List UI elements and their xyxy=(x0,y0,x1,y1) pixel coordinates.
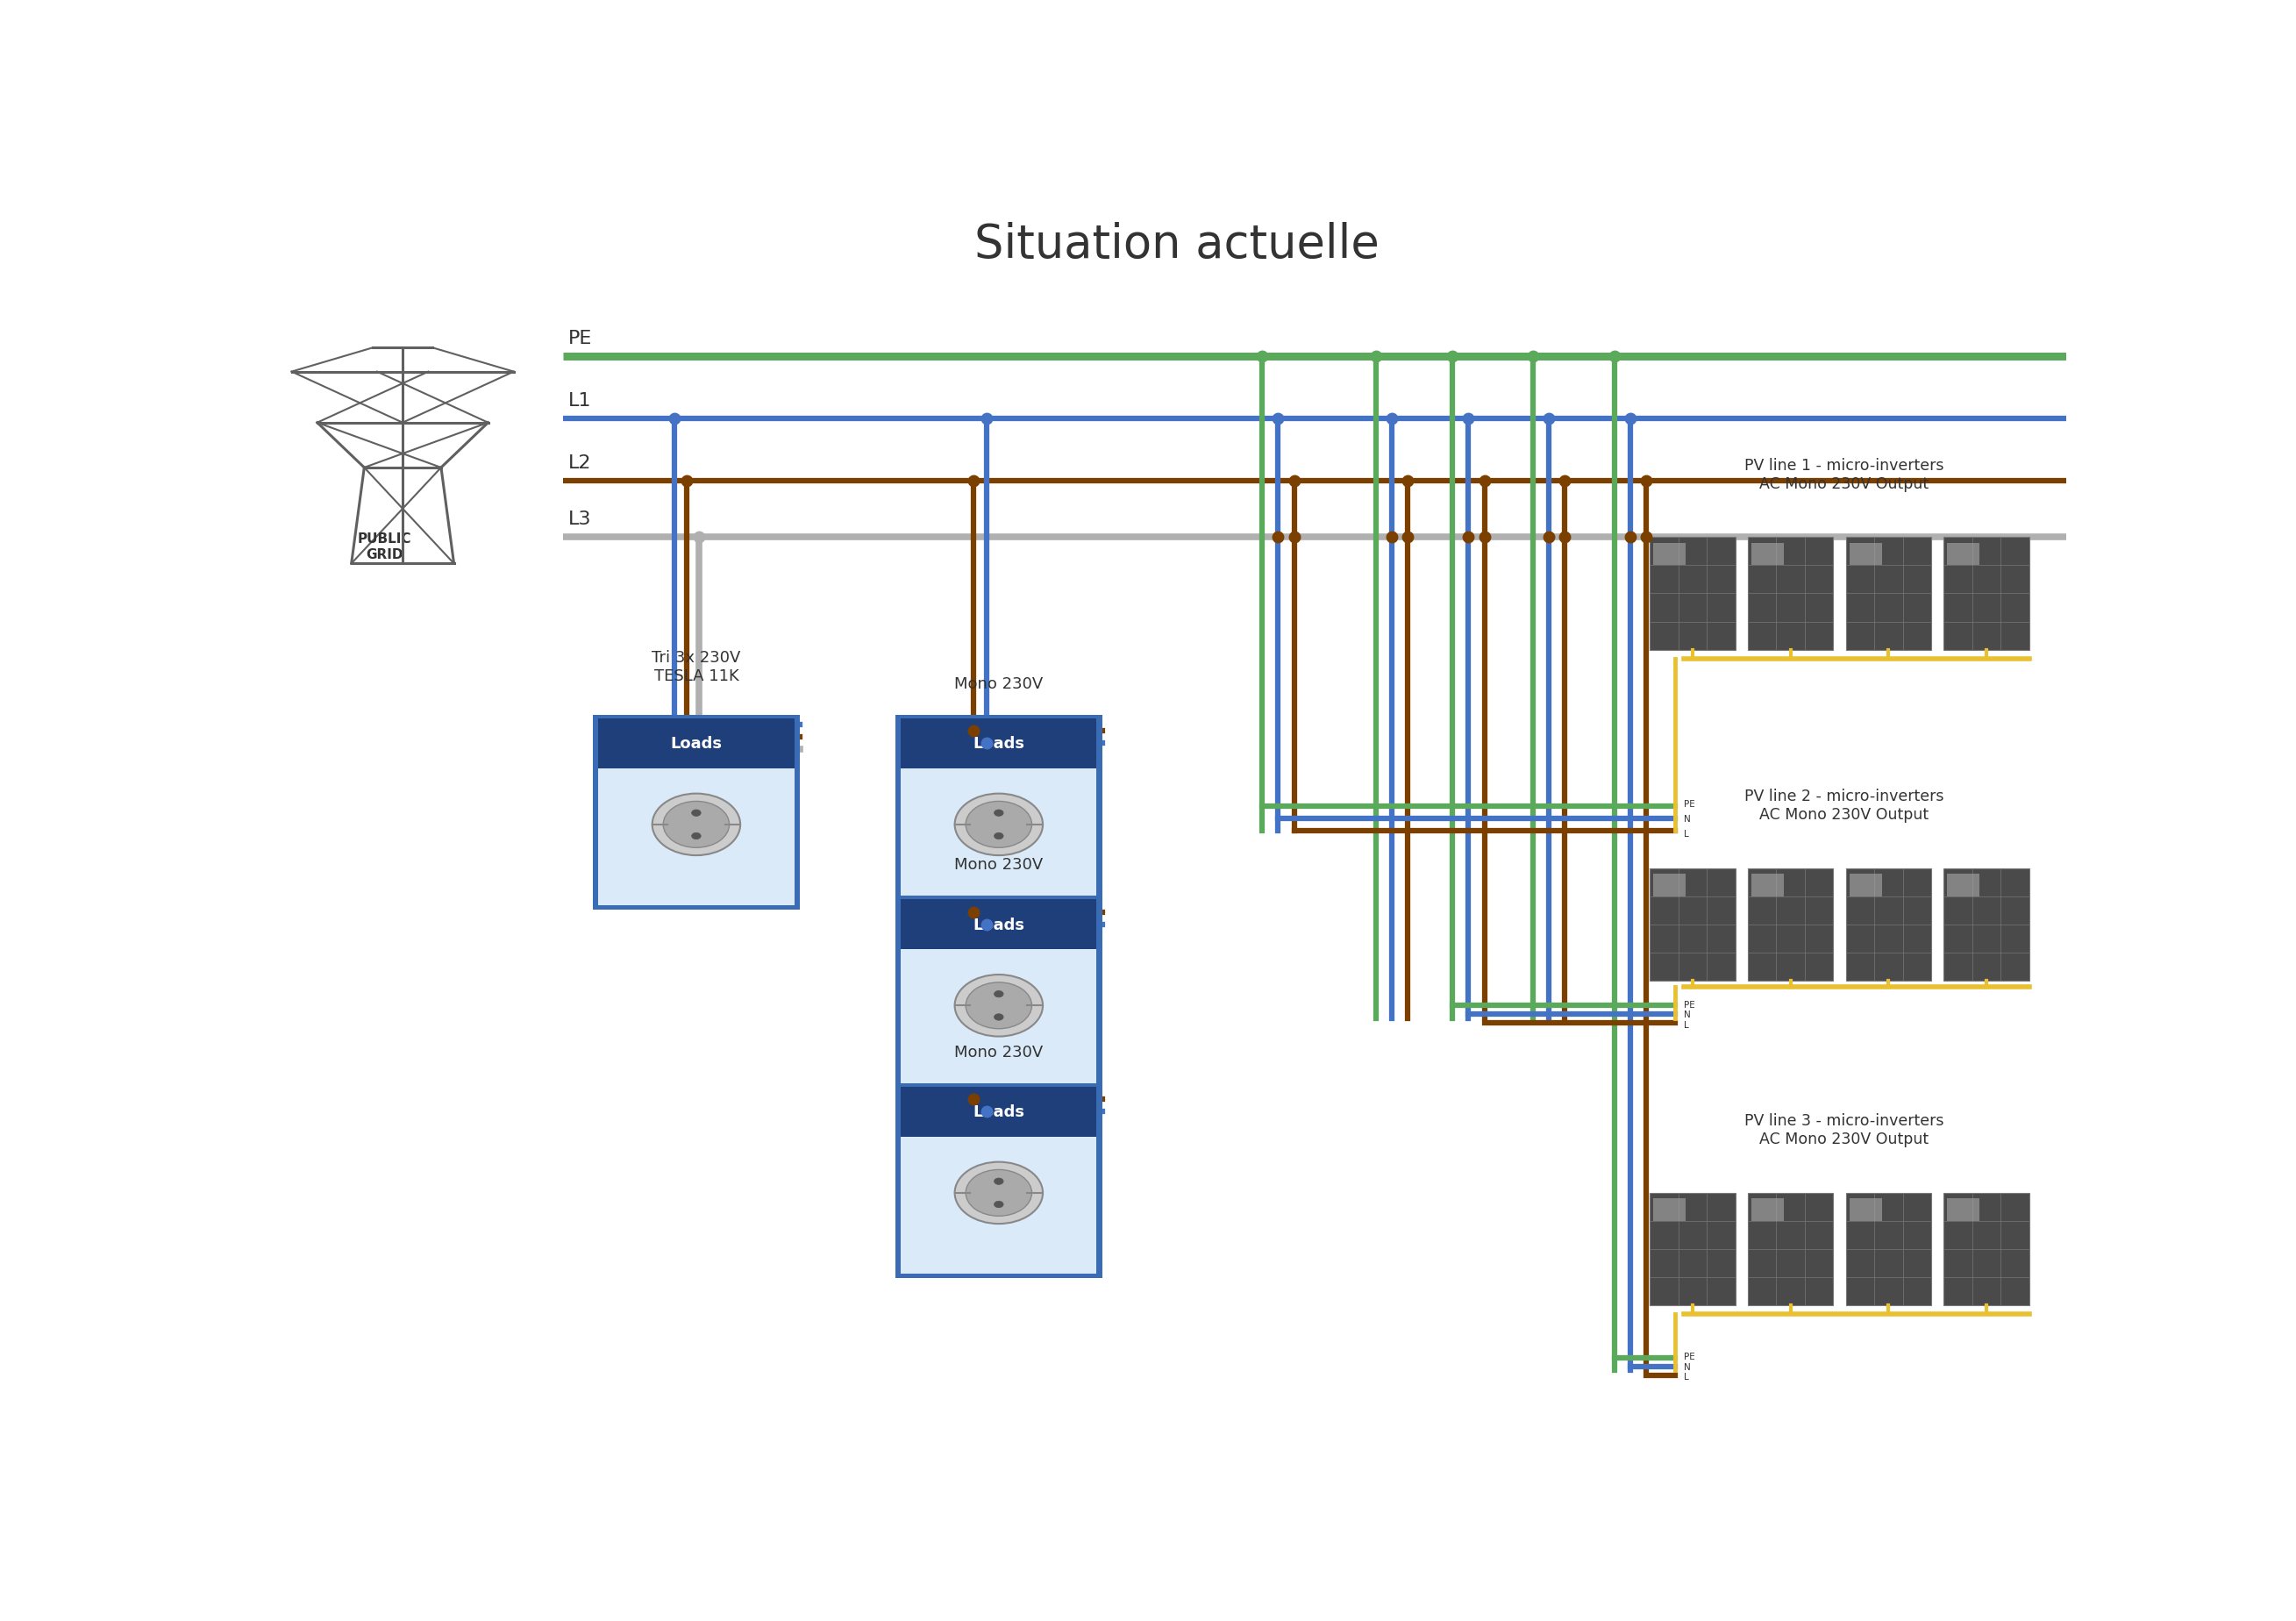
Bar xyxy=(599,718,794,906)
Text: Loads: Loads xyxy=(974,736,1024,752)
Bar xyxy=(1947,874,1979,896)
Circle shape xyxy=(994,1178,1003,1185)
Circle shape xyxy=(691,810,700,817)
Bar xyxy=(900,718,1097,906)
Bar xyxy=(1947,543,1979,566)
Text: Loads: Loads xyxy=(974,917,1024,932)
Circle shape xyxy=(955,794,1042,856)
Text: Mono 230V: Mono 230V xyxy=(955,1044,1042,1060)
Bar xyxy=(1747,1193,1832,1305)
Text: Mono 230V: Mono 230V xyxy=(955,676,1042,691)
Bar xyxy=(1846,869,1931,981)
Bar xyxy=(1848,1198,1883,1221)
Bar xyxy=(1945,869,2030,981)
Text: Loads: Loads xyxy=(670,736,723,752)
Circle shape xyxy=(994,833,1003,840)
Bar xyxy=(895,1083,1102,1277)
Bar xyxy=(1846,538,1931,650)
Text: L: L xyxy=(1683,830,1690,838)
Circle shape xyxy=(967,1170,1031,1216)
Bar xyxy=(895,715,1102,909)
Text: L2: L2 xyxy=(567,454,592,472)
Bar xyxy=(1752,543,1784,566)
Bar xyxy=(1846,1193,1931,1305)
Bar xyxy=(1945,1193,2030,1305)
Text: PE: PE xyxy=(567,329,592,347)
Text: Tri 3x 230V
TESLA 11K: Tri 3x 230V TESLA 11K xyxy=(652,650,742,684)
Text: PE: PE xyxy=(1683,799,1694,807)
Bar xyxy=(1651,538,1736,650)
Bar xyxy=(900,1088,1097,1136)
Bar xyxy=(1653,1198,1685,1221)
Circle shape xyxy=(994,990,1003,997)
Text: N: N xyxy=(1683,814,1690,823)
Text: L1: L1 xyxy=(567,392,592,408)
Circle shape xyxy=(994,1201,1003,1208)
Bar xyxy=(1752,1198,1784,1221)
Bar xyxy=(900,900,1097,1088)
Text: PV line 1 - micro-inverters
AC Mono 230V Output: PV line 1 - micro-inverters AC Mono 230V… xyxy=(1745,457,1945,491)
Circle shape xyxy=(994,810,1003,817)
Bar xyxy=(900,718,1097,768)
Bar xyxy=(1848,543,1883,566)
Circle shape xyxy=(664,802,730,848)
Bar xyxy=(1947,1198,1979,1221)
Circle shape xyxy=(967,802,1031,848)
Text: Mono 230V: Mono 230V xyxy=(955,856,1042,872)
Text: PV line 3 - micro-inverters
AC Mono 230V Output: PV line 3 - micro-inverters AC Mono 230V… xyxy=(1745,1114,1945,1148)
Bar xyxy=(1653,543,1685,566)
Bar xyxy=(900,900,1097,950)
Circle shape xyxy=(955,974,1042,1037)
Circle shape xyxy=(652,794,739,856)
Text: N: N xyxy=(1683,1010,1690,1020)
Bar xyxy=(1651,869,1736,981)
Bar xyxy=(1747,869,1832,981)
Bar xyxy=(1651,1193,1736,1305)
Circle shape xyxy=(994,1015,1003,1021)
Bar xyxy=(1653,874,1685,896)
Circle shape xyxy=(955,1162,1042,1224)
Text: PUBLIC
GRID: PUBLIC GRID xyxy=(358,532,411,561)
Bar xyxy=(900,1088,1097,1274)
Bar xyxy=(895,896,1102,1091)
Bar xyxy=(1752,874,1784,896)
Text: Situation actuelle: Situation actuelle xyxy=(974,222,1380,267)
Bar xyxy=(1747,538,1832,650)
Bar xyxy=(592,715,799,909)
Text: N: N xyxy=(1683,1362,1690,1371)
Bar xyxy=(1848,874,1883,896)
Text: PE: PE xyxy=(1683,1352,1694,1362)
Bar xyxy=(1945,538,2030,650)
Text: L3: L3 xyxy=(567,511,592,528)
Text: PE: PE xyxy=(1683,1000,1694,1008)
Text: PV line 2 - micro-inverters
AC Mono 230V Output: PV line 2 - micro-inverters AC Mono 230V… xyxy=(1745,788,1945,822)
Text: Loads: Loads xyxy=(974,1104,1024,1120)
Circle shape xyxy=(691,833,700,840)
Text: L: L xyxy=(1683,1371,1690,1381)
Bar xyxy=(599,718,794,768)
Circle shape xyxy=(967,982,1031,1029)
Text: L: L xyxy=(1683,1020,1690,1029)
